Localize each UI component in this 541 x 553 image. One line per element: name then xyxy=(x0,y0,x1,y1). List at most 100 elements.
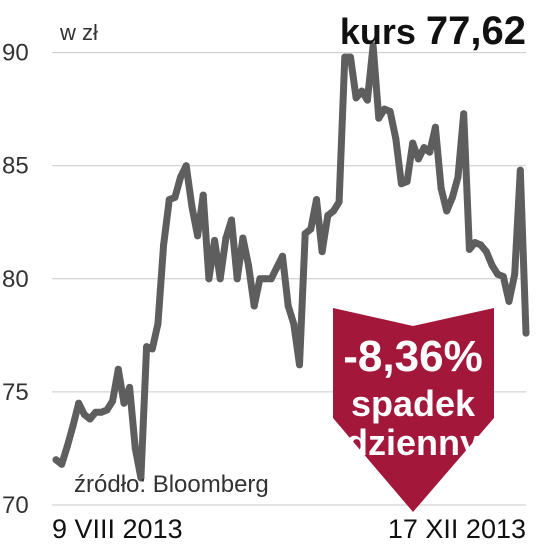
price-point xyxy=(131,444,139,452)
price-point xyxy=(250,302,258,310)
price-point xyxy=(75,399,83,407)
price-point xyxy=(165,196,173,204)
price-point xyxy=(341,53,349,61)
price-point xyxy=(222,234,230,242)
price-point xyxy=(488,261,496,269)
price-point xyxy=(392,135,400,143)
price-point xyxy=(295,361,303,369)
price-point xyxy=(245,261,253,269)
price-point xyxy=(499,273,507,281)
current-price-value: 77,62 xyxy=(426,9,526,53)
price-points xyxy=(52,42,530,482)
price-point xyxy=(160,241,168,249)
price-point xyxy=(284,302,292,310)
y-tick-85: 85 xyxy=(2,153,29,180)
price-point xyxy=(120,399,128,407)
price-point xyxy=(267,275,275,283)
change-label-line1: spadek xyxy=(351,383,476,424)
badge-arrow-shape xyxy=(333,308,494,512)
price-point xyxy=(137,474,145,482)
price-point xyxy=(97,408,105,416)
price-point xyxy=(471,239,479,247)
y-tick-80: 80 xyxy=(2,266,29,293)
price-point xyxy=(262,275,270,283)
price-point xyxy=(380,105,388,113)
price-point xyxy=(109,397,117,405)
price-point xyxy=(346,53,354,61)
price-point xyxy=(154,320,162,328)
price-point xyxy=(352,94,360,102)
price-point xyxy=(426,148,434,156)
price-point xyxy=(386,107,394,115)
price-point xyxy=(324,211,332,219)
price-point xyxy=(148,345,156,353)
price-point xyxy=(205,275,213,283)
price-point xyxy=(522,329,530,337)
price-point xyxy=(52,456,60,464)
price-point xyxy=(80,411,88,419)
price-point xyxy=(63,442,71,450)
price-point xyxy=(239,234,247,242)
price-point xyxy=(86,415,94,423)
y-tick-90: 90 xyxy=(2,40,29,67)
price-point xyxy=(92,408,100,416)
price-point xyxy=(505,297,513,305)
price-point xyxy=(443,207,451,215)
price-point xyxy=(301,230,309,238)
price-point xyxy=(454,173,462,181)
price-point xyxy=(233,275,241,283)
price-point xyxy=(335,198,343,206)
price-point xyxy=(477,241,485,249)
price-point xyxy=(273,264,281,271)
price-point xyxy=(409,139,417,147)
price-point xyxy=(431,123,439,131)
price-point xyxy=(188,202,196,210)
x-end-date: 17 XII 2013 xyxy=(388,514,526,544)
price-point xyxy=(363,96,371,104)
price-point xyxy=(375,114,383,122)
price-point xyxy=(256,275,264,283)
price-point xyxy=(228,216,236,224)
price-point xyxy=(143,343,151,351)
price-point xyxy=(199,191,207,199)
price-point xyxy=(482,248,490,256)
unit-label: w zł xyxy=(59,20,98,45)
price-point xyxy=(329,207,337,215)
price-point xyxy=(511,270,519,278)
price-point xyxy=(69,422,77,430)
price-point xyxy=(358,87,366,95)
change-label-line2: dzienny xyxy=(346,422,480,463)
price-point xyxy=(216,275,224,283)
price-point xyxy=(318,248,326,256)
price-point xyxy=(403,178,411,186)
price-point xyxy=(126,383,134,391)
x-start-date: 9 VIII 2013 xyxy=(52,514,183,544)
price-point xyxy=(177,173,185,181)
price-point xyxy=(460,110,468,118)
price-point xyxy=(194,232,202,240)
current-price-label: kurs xyxy=(340,11,416,52)
y-tick-labels: 90 85 80 75 70 xyxy=(2,40,29,519)
price-point xyxy=(437,184,445,192)
price-point xyxy=(114,365,122,373)
price-point xyxy=(182,162,190,170)
price-point xyxy=(420,144,428,152)
price-point xyxy=(465,245,473,253)
price-point xyxy=(211,236,219,244)
price-point xyxy=(369,42,377,50)
price-point xyxy=(312,196,320,204)
daily-change-badge: -8,36% spadek dzienny xyxy=(333,308,494,512)
change-percent: -8,36% xyxy=(343,332,482,381)
source-note: źródło: Bloomberg xyxy=(74,471,269,498)
y-tick-70: 70 xyxy=(2,492,29,519)
price-point xyxy=(414,155,422,163)
price-point xyxy=(103,406,111,414)
price-point xyxy=(397,180,405,188)
price-point xyxy=(448,193,456,201)
price-point xyxy=(279,252,287,260)
price-point xyxy=(494,270,502,278)
price-point xyxy=(307,225,315,233)
price-point xyxy=(516,166,524,174)
y-tick-75: 75 xyxy=(2,379,29,406)
